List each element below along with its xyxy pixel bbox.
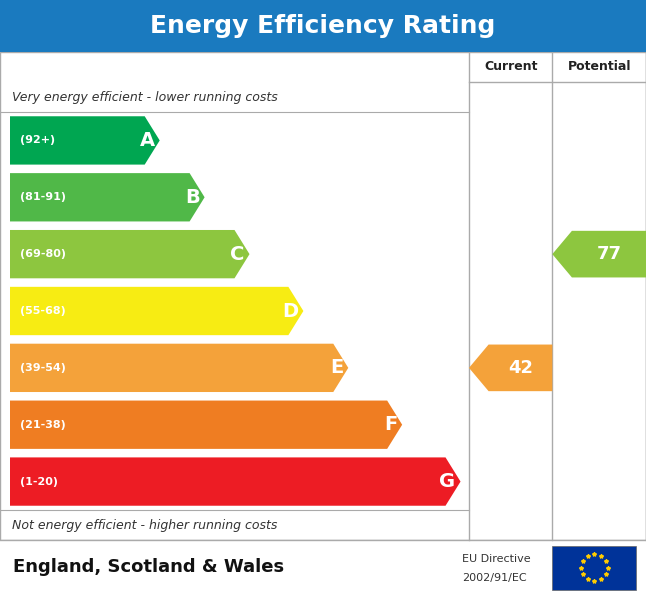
Text: (21-38): (21-38): [20, 419, 66, 430]
Text: (69-80): (69-80): [20, 249, 66, 259]
Text: F: F: [384, 415, 397, 434]
Text: (92+): (92+): [20, 136, 55, 145]
Text: E: E: [330, 358, 343, 377]
Text: 77: 77: [596, 245, 621, 263]
Text: England, Scotland & Wales: England, Scotland & Wales: [13, 559, 284, 577]
Polygon shape: [10, 230, 249, 278]
Text: EU Directive: EU Directive: [462, 555, 530, 565]
Polygon shape: [10, 458, 461, 506]
Text: Potential: Potential: [567, 61, 631, 74]
Bar: [0, 52, 646, 540]
Text: B: B: [185, 188, 200, 207]
Text: G: G: [439, 472, 455, 491]
Text: 2002/91/EC: 2002/91/EC: [462, 572, 526, 583]
Text: 42: 42: [508, 359, 533, 377]
Polygon shape: [10, 116, 160, 165]
Text: Energy Efficiency Rating: Energy Efficiency Rating: [151, 14, 495, 38]
Polygon shape: [552, 231, 646, 277]
Polygon shape: [10, 173, 205, 221]
Text: C: C: [230, 245, 244, 264]
Text: (81-91): (81-91): [20, 192, 66, 202]
Text: A: A: [140, 131, 154, 150]
Bar: [0, 0, 646, 52]
Text: (1-20): (1-20): [20, 477, 58, 487]
Text: (55-68): (55-68): [20, 306, 66, 316]
Polygon shape: [469, 345, 552, 391]
Bar: [552, 546, 636, 590]
Text: (39-54): (39-54): [20, 363, 66, 373]
Polygon shape: [10, 287, 304, 335]
Bar: [0, 540, 646, 595]
Text: D: D: [282, 302, 298, 321]
Text: Not energy efficient - higher running costs: Not energy efficient - higher running co…: [12, 518, 277, 531]
Polygon shape: [10, 344, 348, 392]
Text: Current: Current: [484, 61, 537, 74]
Text: Very energy efficient - lower running costs: Very energy efficient - lower running co…: [12, 90, 278, 104]
Polygon shape: [10, 400, 402, 449]
